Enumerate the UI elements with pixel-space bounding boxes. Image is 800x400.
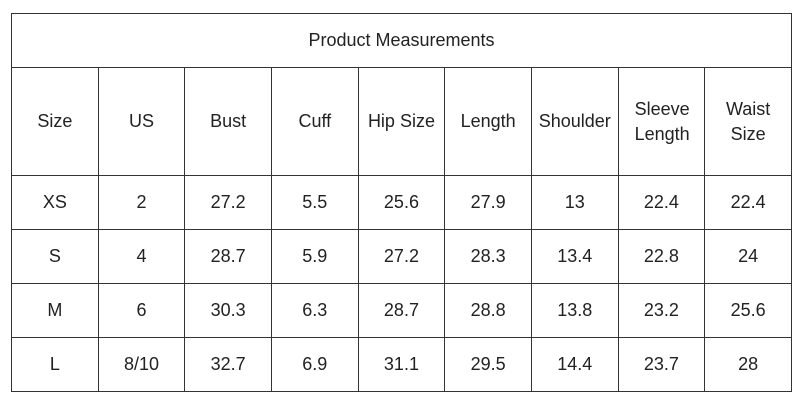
header-row: Size US Bust Cuff Hip Size Length Shoulder Slee… bbox=[11, 67, 792, 176]
column-header: US bbox=[97, 67, 186, 176]
measurements-table: Product Measurements Size US Bust Cuff Hip Si… bbox=[11, 13, 792, 392]
data-row: L 8/10 32.7 6.9 31.1 29.5 14.4 23.7 28 bbox=[11, 337, 792, 392]
table-body: Product Measurements Size US Bust Cuff Hip Si… bbox=[11, 13, 792, 392]
cell: 27.9 bbox=[444, 175, 532, 230]
cell: L bbox=[11, 337, 99, 392]
column-header: Length bbox=[444, 67, 532, 176]
cell: 27.2 bbox=[357, 229, 446, 284]
column-header: Cuff bbox=[270, 67, 359, 176]
cell: 30.3 bbox=[184, 283, 272, 338]
column-header: Size bbox=[11, 67, 99, 176]
cell: 31.1 bbox=[357, 337, 446, 392]
cell: 24 bbox=[704, 229, 792, 284]
column-header: Waist Size bbox=[704, 67, 792, 176]
cell: S bbox=[11, 229, 99, 284]
cell: 28.7 bbox=[357, 283, 446, 338]
cell: XS bbox=[11, 175, 99, 230]
cell: 6.3 bbox=[270, 283, 359, 338]
cell: 28.3 bbox=[444, 229, 532, 284]
cell: 6.9 bbox=[270, 337, 359, 392]
cell: 8/10 bbox=[97, 337, 186, 392]
title-row: Product Measurements bbox=[11, 13, 792, 68]
cell: 28.7 bbox=[184, 229, 272, 284]
cell: 22.4 bbox=[704, 175, 792, 230]
column-header: Shoulder bbox=[530, 67, 619, 176]
cell: 13.4 bbox=[530, 229, 619, 284]
cell: 27.2 bbox=[184, 175, 272, 230]
cell: 14.4 bbox=[530, 337, 619, 392]
table-title: Product Measurements bbox=[11, 13, 792, 68]
cell: 13.8 bbox=[530, 283, 619, 338]
cell: M bbox=[11, 283, 99, 338]
column-header: Sleeve Length bbox=[617, 67, 706, 176]
cell: 25.6 bbox=[704, 283, 792, 338]
data-row: M 6 30.3 6.3 28.7 28.8 13.8 23.2 25.6 bbox=[11, 283, 792, 338]
cell: 6 bbox=[97, 283, 186, 338]
column-header: Hip Size bbox=[357, 67, 446, 176]
data-row: XS 2 27.2 5.5 25.6 27.9 13 22.4 22.4 bbox=[11, 175, 792, 230]
cell: 22.4 bbox=[617, 175, 706, 230]
cell: 28.8 bbox=[444, 283, 532, 338]
column-header: Bust bbox=[184, 67, 272, 176]
cell: 5.5 bbox=[270, 175, 359, 230]
cell: 29.5 bbox=[444, 337, 532, 392]
cell: 4 bbox=[97, 229, 186, 284]
cell: 23.7 bbox=[617, 337, 706, 392]
data-row: S 4 28.7 5.9 27.2 28.3 13.4 22.8 24 bbox=[11, 229, 792, 284]
cell: 2 bbox=[97, 175, 186, 230]
cell: 22.8 bbox=[617, 229, 706, 284]
cell: 25.6 bbox=[357, 175, 446, 230]
cell: 28 bbox=[704, 337, 792, 392]
cell: 23.2 bbox=[617, 283, 706, 338]
cell: 32.7 bbox=[184, 337, 272, 392]
cell: 13 bbox=[530, 175, 619, 230]
cell: 5.9 bbox=[270, 229, 359, 284]
